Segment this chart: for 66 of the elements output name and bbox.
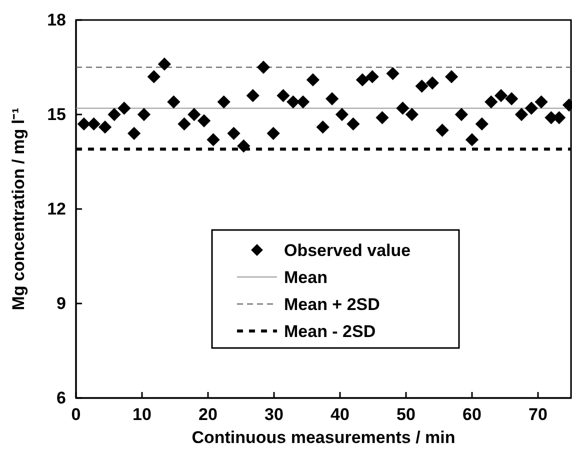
point [118, 102, 131, 115]
point [505, 92, 518, 106]
point [108, 108, 121, 122]
point [266, 126, 280, 140]
x-tick-label: 70 [528, 405, 548, 424]
point [356, 73, 370, 86]
point [444, 70, 458, 84]
point [326, 92, 339, 106]
point [306, 73, 320, 86]
point [386, 66, 400, 80]
point [178, 117, 191, 131]
point [376, 111, 389, 124]
x-tick-label: 20 [198, 405, 218, 424]
point [128, 126, 141, 140]
point [366, 70, 379, 84]
legend-label: Mean + 2SD [284, 295, 380, 314]
legend-label: Observed value [284, 241, 411, 260]
point [246, 89, 260, 102]
x-tick-label: 60 [462, 405, 482, 424]
point [534, 95, 548, 108]
point [98, 120, 112, 134]
point [415, 80, 428, 93]
point [87, 117, 100, 131]
legend-label: Mean [284, 268, 328, 287]
x-tick-label: 30 [264, 405, 284, 424]
point [335, 108, 349, 122]
point [475, 117, 488, 131]
point [296, 95, 310, 108]
point [167, 95, 180, 108]
point [484, 95, 498, 108]
x-tick-label: 50 [396, 405, 416, 424]
x-tick-label: 40 [330, 405, 350, 424]
y-tick-label: 15 [47, 104, 66, 124]
point [494, 89, 508, 102]
x-tick-label: 10 [132, 405, 152, 424]
point [514, 108, 528, 122]
y-tick-label: 9 [56, 294, 66, 313]
point [405, 108, 419, 122]
y-tick-label: 18 [47, 10, 66, 30]
legend-label: Mean - 2SD [284, 322, 376, 341]
point [217, 95, 230, 108]
point [524, 102, 538, 115]
point [436, 124, 449, 137]
point [197, 114, 211, 128]
point [137, 108, 151, 122]
point [454, 108, 468, 122]
point [188, 108, 201, 122]
y-axis-title: Mg concentration / mg l⁻¹ [9, 107, 28, 310]
x-tick-label: 0 [71, 405, 81, 424]
point [346, 117, 360, 131]
point [206, 133, 220, 146]
y-tick-label: 12 [47, 199, 66, 218]
point [158, 58, 172, 71]
point [316, 120, 330, 134]
point [227, 126, 240, 140]
y-tick-label: 6 [56, 388, 66, 408]
x-axis-title: Continuous measurements / min [192, 428, 456, 447]
point [396, 102, 410, 115]
point [147, 70, 160, 84]
point [426, 76, 439, 90]
point [77, 117, 90, 131]
point [256, 60, 270, 74]
point [286, 95, 300, 108]
point [465, 133, 479, 146]
point [237, 139, 250, 153]
point [276, 89, 290, 102]
